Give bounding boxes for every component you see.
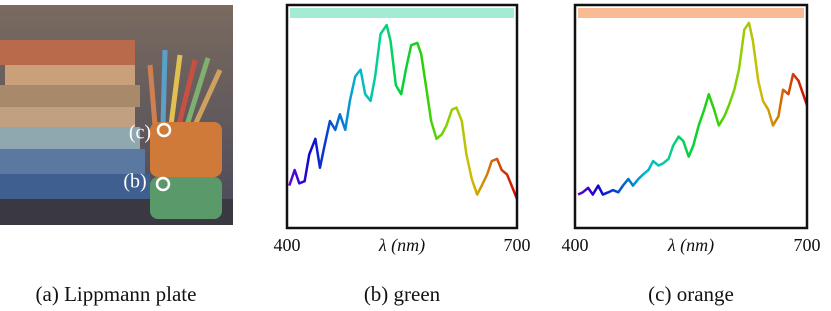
marker-label: (b) — [123, 171, 146, 193]
caption: (c) orange — [648, 282, 734, 306]
caption: (b) green — [364, 282, 441, 306]
spectrum-line — [288, 23, 519, 200]
color-band — [290, 8, 514, 18]
x-tick-label: 700 — [794, 235, 821, 255]
x-tick-label: 400 — [274, 235, 301, 255]
plot-frame — [573, 3, 809, 230]
photo: (c) (b) — [0, 5, 233, 225]
x-tick-label: 700 — [504, 235, 531, 255]
color-band — [578, 8, 804, 18]
plot-frame — [285, 3, 519, 230]
caption: (a) Lippmann plate — [36, 282, 197, 306]
spectrum-line — [577, 21, 809, 196]
x-tick-label: 400 — [562, 235, 589, 255]
x-axis-label: λ (nm) — [378, 235, 425, 256]
marker-label: (c) — [129, 122, 151, 144]
x-axis-label: λ (nm) — [667, 235, 714, 256]
